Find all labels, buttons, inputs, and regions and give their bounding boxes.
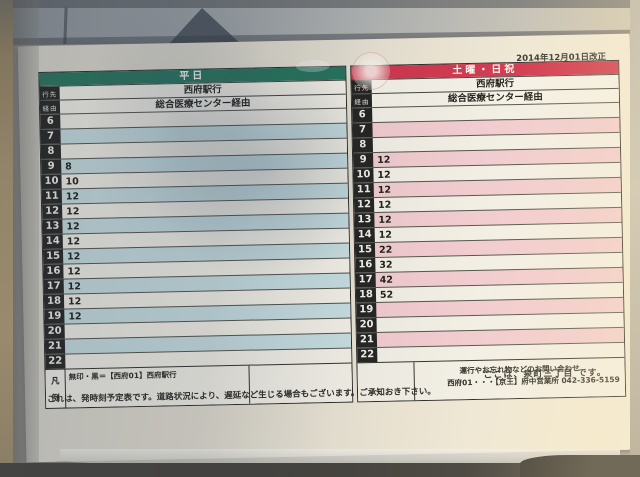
glass-top-streak xyxy=(0,0,640,8)
hour-label: 7 xyxy=(40,129,61,144)
hour-label: 21 xyxy=(356,332,378,348)
pocket-bottom-edge xyxy=(60,449,620,465)
destination-label: 行先 xyxy=(39,86,60,101)
hour-label: 6 xyxy=(40,114,61,129)
hour-label: 17 xyxy=(43,279,64,294)
bus-stop-location-note: ここは、泉町三丁目 です。 xyxy=(483,368,607,381)
holiday-timetable: 土曜・日祝 行先 西府駅行 経由 総合医療センター経由 6 7 8 9 12 10 12 11… xyxy=(350,59,627,403)
hour-label: 19 xyxy=(356,303,377,318)
hour-label: 22 xyxy=(45,354,66,369)
hour-label: 15 xyxy=(354,243,376,258)
hour-label: 8 xyxy=(40,144,62,159)
destination-label: 行先 xyxy=(351,80,372,94)
via-label: 経由 xyxy=(351,94,373,108)
hour-label: 9 xyxy=(41,159,62,174)
board-inner-shadow xyxy=(13,0,39,477)
hour-label: 12 xyxy=(42,204,63,219)
weekday-hour-rows: 6 7 8 9 8 10 10 11 12 12 12 13 12 14 12 15 12 16 12 17 12 18 1… xyxy=(40,107,352,369)
board-bottom-corner xyxy=(520,455,640,477)
board-frame-right xyxy=(630,0,640,477)
hour-label: 16 xyxy=(355,258,376,273)
hour-label: 10 xyxy=(353,168,374,183)
hour-label: 14 xyxy=(354,228,375,243)
hour-label: 15 xyxy=(42,249,64,264)
hour-label: 20 xyxy=(44,324,65,339)
hour-label: 13 xyxy=(354,213,375,228)
hour-label: 21 xyxy=(44,339,66,354)
hour-label: 9 xyxy=(353,153,374,168)
hour-label: 22 xyxy=(357,347,378,363)
board-bottom-frame xyxy=(0,463,640,477)
hour-label: 7 xyxy=(352,123,373,138)
hour-label: 19 xyxy=(44,309,65,324)
hour-label: 17 xyxy=(355,273,376,288)
hour-label: 18 xyxy=(43,294,65,309)
hour-label: 12 xyxy=(353,198,375,213)
board-frame-left xyxy=(0,0,13,477)
hour-label: 11 xyxy=(41,189,63,204)
timetable-paper: 2014年12月01日改正 平日 行先 西府駅行 経由 総合医療センター経由 6… xyxy=(17,33,639,463)
hour-label: 20 xyxy=(356,318,377,333)
hour-label: 14 xyxy=(42,234,63,249)
weekday-timetable: 平日 行先 西府駅行 経由 総合医療センター経由 6 7 8 9 8 10 10 11 12 12… xyxy=(38,65,354,409)
hour-label: 6 xyxy=(352,108,373,123)
via-label: 経由 xyxy=(39,100,61,114)
hour-label: 8 xyxy=(352,138,374,153)
hour-label: 18 xyxy=(355,288,377,303)
hour-label: 16 xyxy=(43,264,64,279)
hour-label: 10 xyxy=(41,174,62,189)
hour-label: 13 xyxy=(42,219,63,234)
hour-label: 11 xyxy=(353,183,374,198)
holiday-hour-rows: 6 7 8 9 12 10 12 11 12 12 12 13 12 14 12 15 22 16 32 17 42 18… xyxy=(352,101,625,363)
